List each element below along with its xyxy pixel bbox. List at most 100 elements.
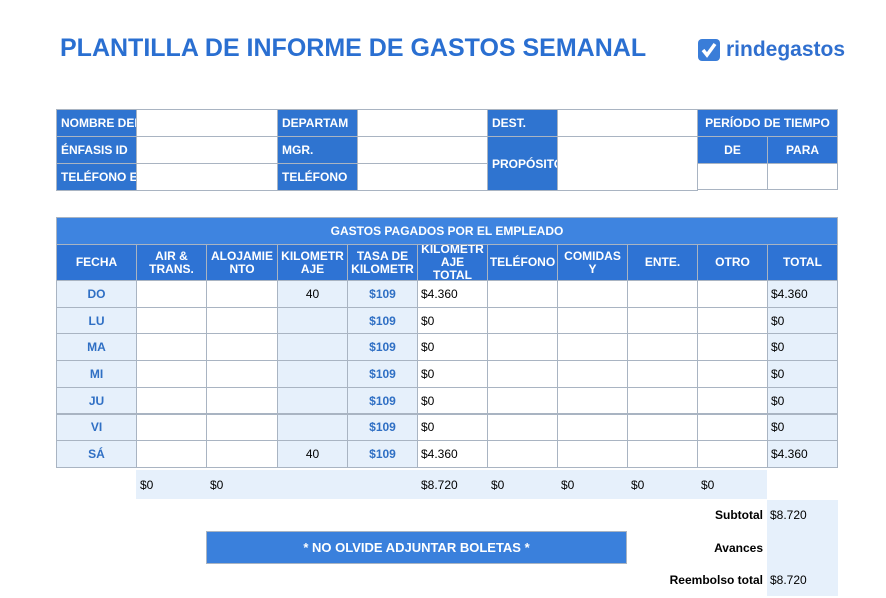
table-cell	[136, 280, 207, 308]
table-cell	[206, 333, 278, 362]
table-cell: $0	[767, 360, 838, 388]
table-cell: LU	[56, 306, 137, 335]
table-cell	[557, 333, 628, 362]
table-cell: MI	[56, 360, 137, 388]
table-cell	[627, 386, 698, 415]
info-label: TELÉFONO EM	[56, 163, 137, 191]
table-cell: JU	[56, 386, 137, 415]
table-cell	[627, 360, 698, 388]
info-field	[136, 136, 278, 164]
info-label: TELÉFONO	[277, 163, 358, 191]
table-cell: $4.360	[767, 440, 838, 468]
column-header: FECHA	[56, 244, 137, 281]
total-cell: $0	[210, 477, 224, 492]
column-header: TOTAL	[767, 244, 838, 281]
table-cell: $4.360	[767, 280, 838, 308]
info-label: DEST.	[487, 109, 558, 137]
table-cell: $109	[347, 440, 418, 468]
column-header: TASA DE KILOMETR	[347, 244, 418, 281]
table-cell	[206, 440, 278, 468]
info-field	[357, 109, 499, 137]
table-cell	[136, 306, 207, 335]
logo-text: rindegastos	[726, 38, 846, 61]
table-cell	[136, 360, 207, 388]
column-header: KILOMETR AJE	[277, 244, 348, 281]
table-cell: DO	[56, 280, 137, 308]
table-cell	[557, 360, 628, 388]
period-field	[697, 163, 768, 190]
table-cell	[487, 360, 558, 388]
info-field	[557, 136, 698, 191]
table-cell	[627, 306, 698, 335]
table-cell	[557, 440, 628, 468]
info-label: ÉNFASIS ID	[56, 136, 137, 164]
table-cell: $109	[347, 306, 418, 335]
total-cell: $0	[140, 477, 154, 492]
table-cell: $109	[347, 280, 418, 308]
table-cell	[627, 413, 698, 442]
table-cell	[487, 333, 558, 362]
table-cell: $0	[417, 333, 488, 362]
info-label: PROPÓSITO	[487, 136, 558, 191]
table-cell: $0	[767, 306, 838, 335]
totals-row	[136, 470, 767, 499]
table-title: GASTOS PAGADOS POR EL EMPLEADO	[56, 217, 838, 245]
column-header: TELÉFONO	[487, 244, 558, 281]
table-cell: $109	[347, 413, 418, 442]
period-from: DE	[697, 136, 768, 164]
total-cell: $0	[491, 477, 505, 492]
table-cell	[277, 306, 348, 335]
table-cell	[697, 440, 768, 468]
table-cell: $0	[767, 333, 838, 362]
table-cell: $4.360	[417, 440, 488, 468]
table-cell: SÁ	[56, 440, 137, 468]
table-cell: VI	[56, 413, 137, 442]
table-cell	[136, 413, 207, 442]
column-header: OTRO	[697, 244, 768, 281]
total-cell: $8.720	[421, 477, 458, 492]
summary-value: $8.720	[770, 508, 807, 522]
info-label: MGR.	[277, 136, 358, 164]
info-field	[136, 163, 278, 191]
table-cell: $109	[347, 386, 418, 415]
table-cell	[487, 440, 558, 468]
summary-label: Avances	[714, 540, 763, 555]
table-cell: $0	[417, 360, 488, 388]
table-cell: $0	[767, 386, 838, 415]
table-cell	[277, 360, 348, 388]
summary-label: Reembolso total	[669, 573, 763, 587]
table-cell: 40	[277, 440, 348, 468]
table-cell	[487, 413, 558, 442]
table-cell	[206, 413, 278, 442]
table-cell	[487, 306, 558, 335]
table-cell: $109	[347, 360, 418, 388]
column-header: ENTE.	[627, 244, 698, 281]
table-cell	[697, 333, 768, 362]
table-cell	[277, 333, 348, 362]
column-header: ALOJAMIE NTO	[206, 244, 278, 281]
table-cell	[487, 280, 558, 308]
period-title: PERÍODO DE TIEMPO	[697, 109, 838, 137]
title: PLANTILLA DE INFORME DE GASTOS SEMANAL	[60, 34, 647, 62]
table-cell	[206, 360, 278, 388]
table-cell	[697, 280, 768, 308]
table-cell	[557, 306, 628, 335]
info-label: DEPARTAM	[277, 109, 358, 137]
table-cell	[697, 306, 768, 335]
banner: * NO OLVIDE ADJUNTAR BOLETAS *	[206, 531, 627, 564]
table-cell: $4.360	[417, 280, 488, 308]
table-cell	[206, 306, 278, 335]
table-cell: MA	[56, 333, 137, 362]
table-cell	[206, 386, 278, 415]
logo-icon	[698, 39, 720, 61]
info-field	[557, 109, 698, 137]
table-cell: $0	[417, 386, 488, 415]
period-to: PARA	[767, 136, 838, 164]
table-cell	[277, 413, 348, 442]
table-cell	[697, 413, 768, 442]
summary-column	[767, 500, 838, 596]
total-cell: $0	[561, 477, 575, 492]
table-cell	[487, 386, 558, 415]
column-header: KILOMETR AJE TOTAL	[417, 244, 488, 281]
